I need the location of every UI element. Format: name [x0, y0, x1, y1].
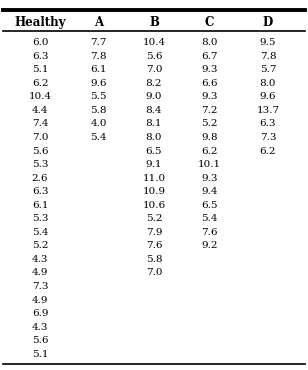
Text: 6.3: 6.3	[260, 120, 276, 128]
Text: D: D	[263, 16, 273, 30]
Text: 4.4: 4.4	[32, 106, 48, 115]
Text: 9.5: 9.5	[260, 38, 276, 47]
Text: 13.7: 13.7	[256, 106, 280, 115]
Text: 7.0: 7.0	[146, 65, 162, 74]
Text: 7.8: 7.8	[260, 52, 276, 61]
Text: 7.6: 7.6	[201, 228, 218, 237]
Text: 2.6: 2.6	[32, 174, 48, 183]
Text: 8.4: 8.4	[146, 106, 162, 115]
Text: 8.0: 8.0	[201, 38, 218, 47]
Text: 5.8: 5.8	[90, 106, 107, 115]
Text: 9.0: 9.0	[146, 92, 162, 101]
Text: 9.6: 9.6	[90, 79, 107, 88]
Text: 4.9: 4.9	[32, 296, 48, 305]
Text: Healthy: Healthy	[14, 16, 66, 30]
Text: 9.3: 9.3	[201, 65, 218, 74]
Text: 5.3: 5.3	[32, 160, 48, 169]
Text: 5.2: 5.2	[201, 120, 218, 128]
Text: 8.0: 8.0	[260, 79, 276, 88]
Text: 4.9: 4.9	[32, 269, 48, 278]
Text: 4.3: 4.3	[32, 323, 48, 332]
Text: 6.7: 6.7	[201, 52, 218, 61]
Text: 7.8: 7.8	[90, 52, 107, 61]
Text: 6.5: 6.5	[201, 201, 218, 210]
Text: 10.1: 10.1	[198, 160, 221, 169]
Text: A: A	[94, 16, 103, 30]
Text: 6.2: 6.2	[32, 79, 48, 88]
Text: 5.2: 5.2	[32, 241, 48, 250]
Text: 10.4: 10.4	[142, 38, 166, 47]
Text: 9.3: 9.3	[201, 174, 218, 183]
Text: 5.6: 5.6	[32, 336, 48, 345]
Text: 10.9: 10.9	[142, 187, 166, 196]
Text: 6.3: 6.3	[32, 52, 48, 61]
Text: 9.1: 9.1	[146, 160, 162, 169]
Text: 6.1: 6.1	[32, 201, 48, 210]
Text: 5.4: 5.4	[201, 214, 218, 223]
Text: 7.4: 7.4	[32, 120, 48, 128]
Text: 7.3: 7.3	[260, 133, 276, 142]
Text: 8.2: 8.2	[146, 79, 162, 88]
Text: 9.4: 9.4	[201, 187, 218, 196]
Text: 5.3: 5.3	[32, 214, 48, 223]
Text: 8.0: 8.0	[146, 133, 162, 142]
Text: C: C	[205, 16, 214, 30]
Text: 9.8: 9.8	[201, 133, 218, 142]
Text: 6.0: 6.0	[32, 38, 48, 47]
Text: B: B	[149, 16, 159, 30]
Text: 5.2: 5.2	[146, 214, 162, 223]
Text: 5.8: 5.8	[146, 255, 162, 264]
Text: 7.0: 7.0	[146, 269, 162, 278]
Text: 5.1: 5.1	[32, 350, 48, 359]
Text: 5.5: 5.5	[90, 92, 107, 101]
Text: 6.3: 6.3	[32, 187, 48, 196]
Text: 6.2: 6.2	[201, 147, 218, 155]
Text: 8.1: 8.1	[146, 120, 162, 128]
Text: 4.3: 4.3	[32, 255, 48, 264]
Text: 5.1: 5.1	[32, 65, 48, 74]
Text: 9.2: 9.2	[201, 241, 218, 250]
Text: 7.2: 7.2	[201, 106, 218, 115]
Text: 5.7: 5.7	[260, 65, 276, 74]
Text: 5.6: 5.6	[32, 147, 48, 155]
Text: 9.3: 9.3	[201, 92, 218, 101]
Text: 10.4: 10.4	[28, 92, 52, 101]
Text: 7.3: 7.3	[32, 282, 48, 291]
Text: 6.2: 6.2	[260, 147, 276, 155]
Text: 6.1: 6.1	[90, 65, 107, 74]
Text: 7.0: 7.0	[32, 133, 48, 142]
Text: 6.5: 6.5	[146, 147, 162, 155]
Text: 4.0: 4.0	[90, 120, 107, 128]
Text: 5.4: 5.4	[32, 228, 48, 237]
Text: 7.6: 7.6	[146, 241, 162, 250]
Text: 5.6: 5.6	[146, 52, 162, 61]
Text: 6.6: 6.6	[201, 79, 218, 88]
Text: 6.9: 6.9	[32, 309, 48, 318]
Text: 11.0: 11.0	[142, 174, 166, 183]
Text: 9.6: 9.6	[260, 92, 276, 101]
Text: 10.6: 10.6	[142, 201, 166, 210]
Text: 7.7: 7.7	[90, 38, 107, 47]
Text: 5.4: 5.4	[90, 133, 107, 142]
Text: 7.9: 7.9	[146, 228, 162, 237]
